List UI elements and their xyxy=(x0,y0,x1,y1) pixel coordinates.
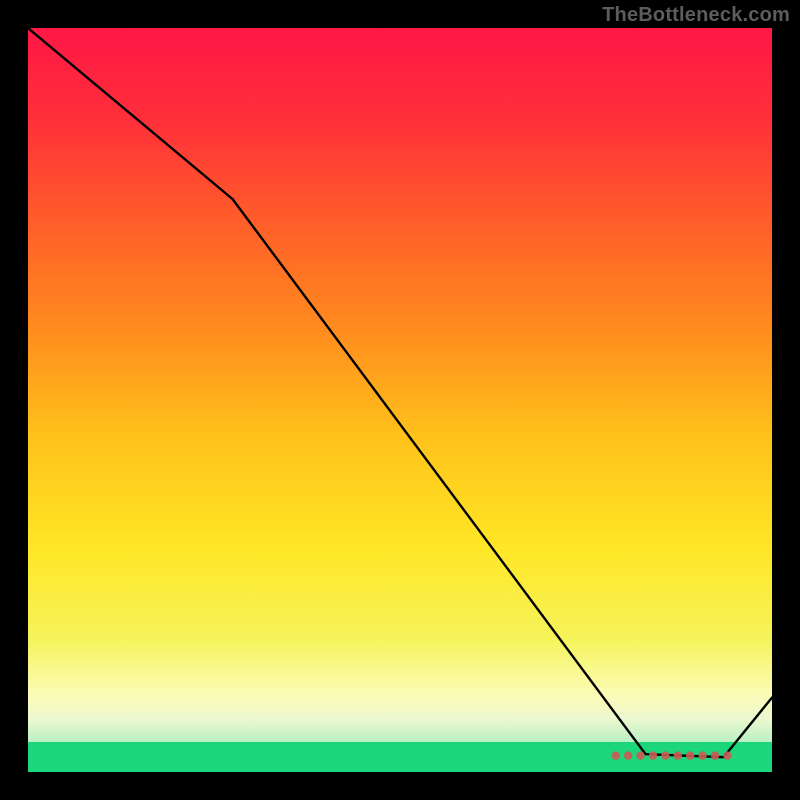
chart-line xyxy=(28,28,772,757)
marker-dot xyxy=(661,751,669,759)
marker-dot xyxy=(674,751,682,759)
marker-dot xyxy=(698,751,706,759)
plot-area xyxy=(28,28,772,772)
marker-dot xyxy=(636,751,644,759)
marker-dot xyxy=(723,751,731,759)
chart-svg xyxy=(28,28,772,772)
attribution-text: TheBottleneck.com xyxy=(602,4,790,27)
chart-stage: TheBottleneck.com xyxy=(0,0,800,800)
marker-dot xyxy=(711,751,719,759)
marker-dot xyxy=(649,751,657,759)
marker-dot xyxy=(612,751,620,759)
marker-dot xyxy=(686,751,694,759)
marker-dot xyxy=(624,751,632,759)
